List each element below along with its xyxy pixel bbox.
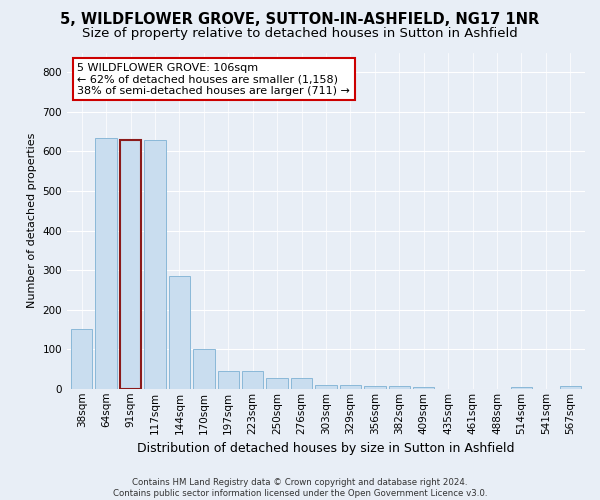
Bar — [315, 385, 337, 389]
Bar — [95, 138, 117, 389]
Bar — [120, 140, 142, 389]
Bar — [511, 387, 532, 389]
Bar — [291, 378, 313, 389]
Bar — [364, 386, 386, 389]
Text: 5 WILDFLOWER GROVE: 106sqm
← 62% of detached houses are smaller (1,158)
38% of s: 5 WILDFLOWER GROVE: 106sqm ← 62% of deta… — [77, 62, 350, 96]
Bar — [560, 386, 581, 389]
Bar — [389, 386, 410, 389]
Text: Size of property relative to detached houses in Sutton in Ashfield: Size of property relative to detached ho… — [82, 28, 518, 40]
Text: Contains HM Land Registry data © Crown copyright and database right 2024.
Contai: Contains HM Land Registry data © Crown c… — [113, 478, 487, 498]
Text: 5, WILDFLOWER GROVE, SUTTON-IN-ASHFIELD, NG17 1NR: 5, WILDFLOWER GROVE, SUTTON-IN-ASHFIELD,… — [61, 12, 539, 28]
Bar — [242, 371, 263, 389]
Bar — [169, 276, 190, 389]
Bar — [144, 140, 166, 389]
Bar — [413, 387, 434, 389]
Bar — [193, 349, 215, 389]
Bar — [71, 330, 92, 389]
Bar — [266, 378, 288, 389]
Y-axis label: Number of detached properties: Number of detached properties — [27, 133, 37, 308]
X-axis label: Distribution of detached houses by size in Sutton in Ashfield: Distribution of detached houses by size … — [137, 442, 515, 455]
Bar — [340, 385, 361, 389]
Bar — [218, 371, 239, 389]
